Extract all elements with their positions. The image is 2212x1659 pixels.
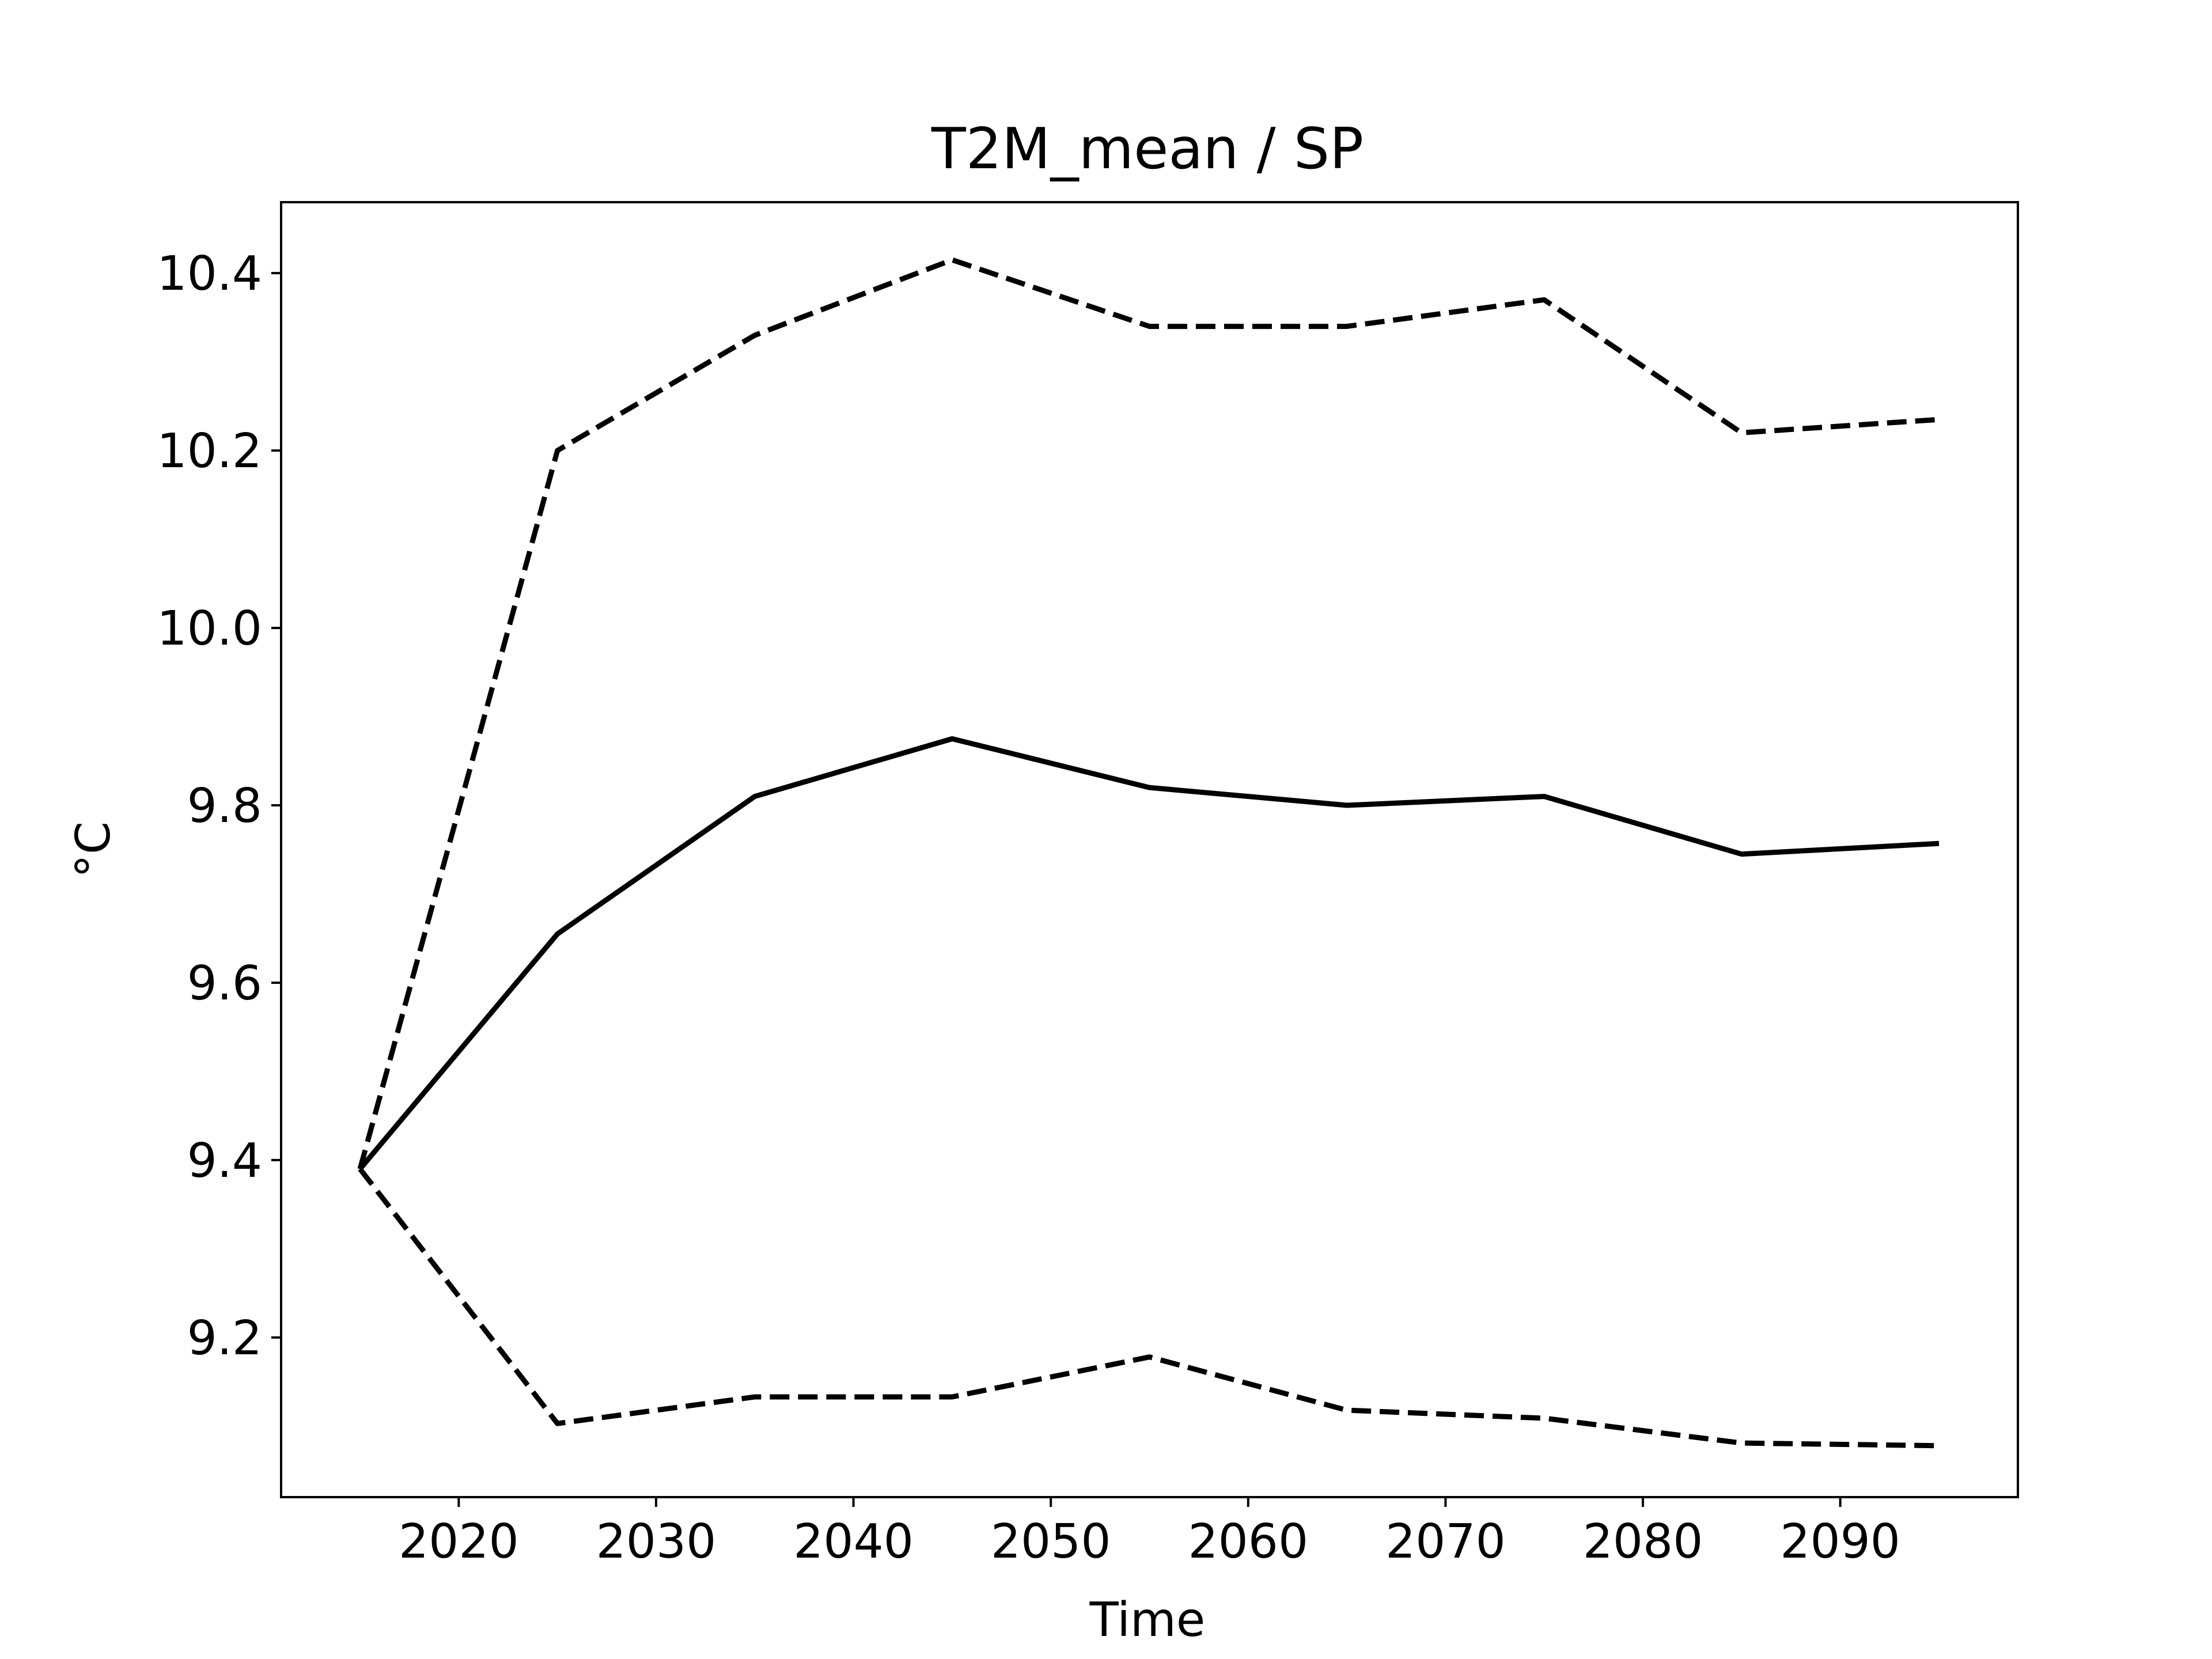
y-tick-label: 9.6: [187, 956, 262, 1011]
x-tick-label: 2020: [399, 1514, 519, 1569]
y-tick-label: 10.2: [157, 424, 262, 479]
x-tick-label: 2070: [1385, 1514, 1506, 1569]
y-tick-label: 9.4: [187, 1134, 262, 1188]
x-axis: 2020 2030 2040 2050 2060 2070 2080 2090: [399, 1497, 1900, 1569]
lower-dashed-line: [358, 1167, 1940, 1449]
y-tick-label: 9.2: [187, 1311, 262, 1366]
x-axis-label: Time: [1089, 1593, 1206, 1647]
x-tick-label: 2060: [1188, 1514, 1308, 1569]
x-tick-label: 2050: [991, 1514, 1111, 1569]
x-tick-label: 2030: [596, 1514, 717, 1569]
x-tick-label: 2090: [1780, 1514, 1900, 1569]
y-tick-label: 10.4: [157, 247, 262, 301]
series-layer: [357, 257, 1940, 1449]
x-tick-label: 2080: [1583, 1514, 1703, 1569]
mean-solid-line: [358, 736, 1940, 1171]
y-tick-label: 9.8: [187, 779, 262, 834]
chart-title: T2M_mean / SP: [931, 116, 1363, 182]
plot-area-frame: [280, 201, 2019, 1498]
y-axis-label: °C: [66, 821, 121, 878]
upper-dashed-line: [357, 257, 1940, 1170]
y-axis: 9.2 9.4 9.6 9.8 10.0 10.2 10.4: [157, 247, 281, 1366]
y-tick-label: 10.0: [157, 601, 262, 656]
x-tick-label: 2040: [793, 1514, 914, 1569]
